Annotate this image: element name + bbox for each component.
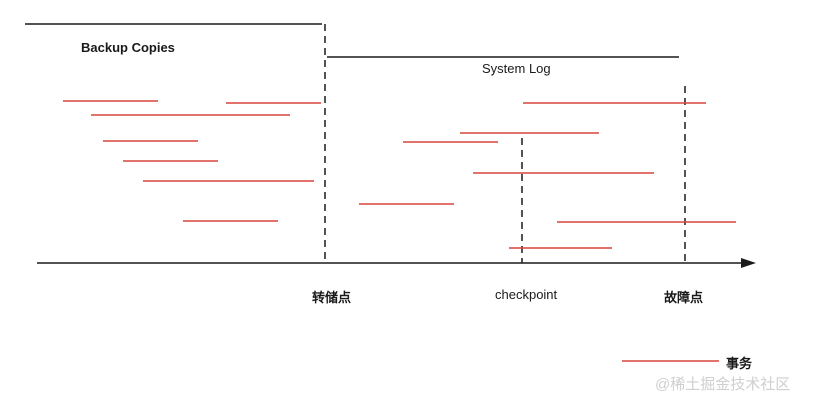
time-axis-arrowhead-icon — [741, 258, 756, 268]
legend-transaction-label: 事务 — [726, 356, 753, 371]
backup-copies-label: Backup Copies — [81, 40, 175, 55]
system-log-label: System Log — [482, 61, 551, 76]
failure-point-label: 故障点 — [664, 290, 704, 305]
checkpoint-label: checkpoint — [495, 287, 558, 302]
dump-point-label: 转储点 — [312, 290, 352, 305]
transactions — [63, 100, 736, 249]
watermark: @稀土掘金技术社区 — [655, 376, 791, 393]
